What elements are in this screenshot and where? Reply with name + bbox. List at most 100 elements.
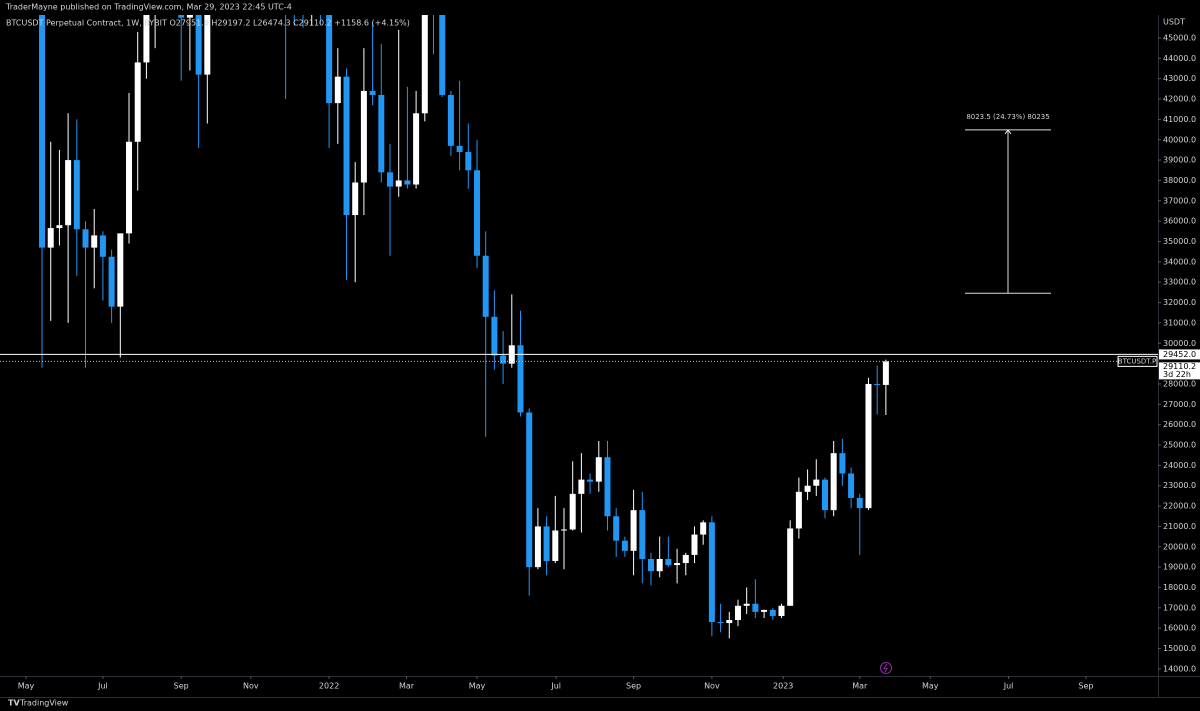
y-tick-label: 37000.0 (1163, 196, 1196, 205)
event-icon[interactable] (880, 662, 892, 674)
axis-unit: USDT (1163, 18, 1185, 27)
x-tick-label: Sep (174, 682, 189, 691)
candle-body (378, 94, 385, 173)
y-tick-label: 31000.0 (1163, 318, 1196, 327)
candle-body (73, 160, 80, 230)
y-tick-label: 14000.0 (1163, 664, 1196, 673)
y-tick-label: 34000.0 (1163, 257, 1196, 266)
candle-body (56, 225, 63, 229)
candle-body (656, 558, 663, 572)
candle-body (700, 522, 707, 535)
candle-body (865, 383, 872, 509)
y-tick-label: 17000.0 (1163, 603, 1196, 612)
candle-body (178, 15, 185, 18)
candle-body (874, 383, 881, 385)
candle-body (787, 528, 794, 606)
symbol-box (1117, 355, 1158, 367)
candle-body (587, 479, 594, 482)
last-price-label: 29110.2 (1163, 362, 1196, 371)
candle-body (352, 182, 359, 216)
y-tick-label: 21000.0 (1163, 522, 1196, 531)
candle-body (117, 233, 124, 307)
x-tick-label: Sep (1078, 682, 1093, 691)
candle-body (186, 15, 193, 18)
candle-body (595, 457, 602, 482)
hline-label-box (1159, 349, 1200, 360)
y-tick-label: 23000.0 (1163, 481, 1196, 490)
x-tick-label: May (18, 682, 35, 691)
candle-body (761, 609, 768, 612)
y-tick-label: 43000.0 (1163, 74, 1196, 83)
candle-body (569, 493, 576, 530)
candle-body (195, 15, 202, 75)
candle-body (395, 180, 402, 187)
y-tick-label: 15000.0 (1163, 644, 1196, 653)
candle-body (91, 235, 98, 248)
candle-body (882, 361, 889, 385)
candle-body (726, 620, 733, 624)
candle-body (839, 453, 846, 474)
y-tick-label: 45000.0 (1163, 33, 1196, 42)
y-tick-label: 44000.0 (1163, 54, 1196, 63)
candle-body (369, 90, 376, 95)
countdown: 3d 22h (1163, 370, 1191, 379)
y-tick-label: 40000.0 (1163, 135, 1196, 144)
y-tick-label: 24000.0 (1163, 461, 1196, 470)
y-tick-label: 35000.0 (1163, 237, 1196, 246)
x-tick-label: Jul (97, 682, 108, 691)
candle-body (639, 510, 646, 559)
candle-body (717, 622, 724, 624)
brand: TradingView (19, 699, 69, 708)
x-tick-label: Mar (399, 682, 415, 691)
candle-body (39, 15, 46, 248)
y-tick-label: 28000.0 (1163, 379, 1196, 388)
candle-body (804, 485, 811, 492)
y-tick-label: 27000.0 (1163, 400, 1196, 409)
candle-body (334, 76, 341, 104)
candle-body (821, 479, 828, 511)
x-tick-label: May (469, 682, 486, 691)
hline-label: 29452.0 (1163, 350, 1196, 359)
candle-body (126, 141, 133, 234)
candle-body (500, 355, 507, 364)
candle-body (456, 145, 463, 152)
candle-body (848, 473, 855, 498)
x-tick-label: May (922, 682, 939, 691)
x-tick-label: 2022 (319, 682, 339, 691)
candle-body (830, 453, 837, 511)
plot-area (39, 15, 889, 639)
candle-body (752, 603, 759, 612)
candle-body (82, 229, 89, 248)
candle-body (134, 62, 141, 142)
y-tick-label: 19000.0 (1163, 563, 1196, 572)
candle-body (47, 228, 54, 248)
y-tick-label: 16000.0 (1163, 624, 1196, 633)
candle-body (534, 526, 541, 568)
candle-body (413, 113, 420, 185)
x-tick-label: 2023 (773, 682, 793, 691)
candle-body (647, 558, 654, 572)
y-tick-label: 42000.0 (1163, 95, 1196, 104)
candle-body (360, 90, 367, 183)
y-tick-label: 38000.0 (1163, 176, 1196, 185)
event-icon-bolt (883, 663, 888, 673)
x-tick-label: Nov (704, 682, 720, 691)
candle-body (421, 15, 428, 114)
candle-body (630, 510, 637, 551)
x-tick-label: Jul (550, 682, 561, 691)
candle-body (65, 160, 72, 226)
candle-body (326, 15, 333, 104)
candle-body (674, 563, 681, 566)
candle-body (665, 558, 672, 566)
publisher: TraderMayne published on TradingView.com… (5, 3, 292, 12)
candle-body (682, 554, 689, 564)
x-tick-label: Nov (243, 682, 259, 691)
candle-body (108, 256, 115, 307)
candle-body (143, 15, 150, 63)
candle-body (578, 479, 585, 494)
y-tick-label: 22000.0 (1163, 502, 1196, 511)
y-tick-label: 39000.0 (1163, 156, 1196, 165)
